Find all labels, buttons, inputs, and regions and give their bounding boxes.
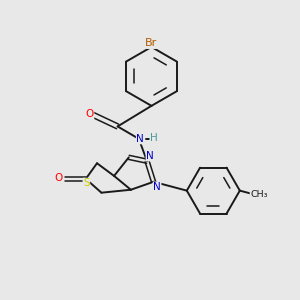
Text: O: O — [54, 173, 62, 183]
Text: O: O — [85, 109, 94, 119]
Text: H: H — [150, 133, 158, 143]
Text: N: N — [146, 151, 154, 161]
Text: N: N — [153, 182, 161, 192]
Text: N: N — [136, 134, 144, 144]
Text: CH₃: CH₃ — [250, 190, 268, 199]
Text: S: S — [83, 178, 90, 188]
Text: Br: Br — [145, 38, 158, 48]
